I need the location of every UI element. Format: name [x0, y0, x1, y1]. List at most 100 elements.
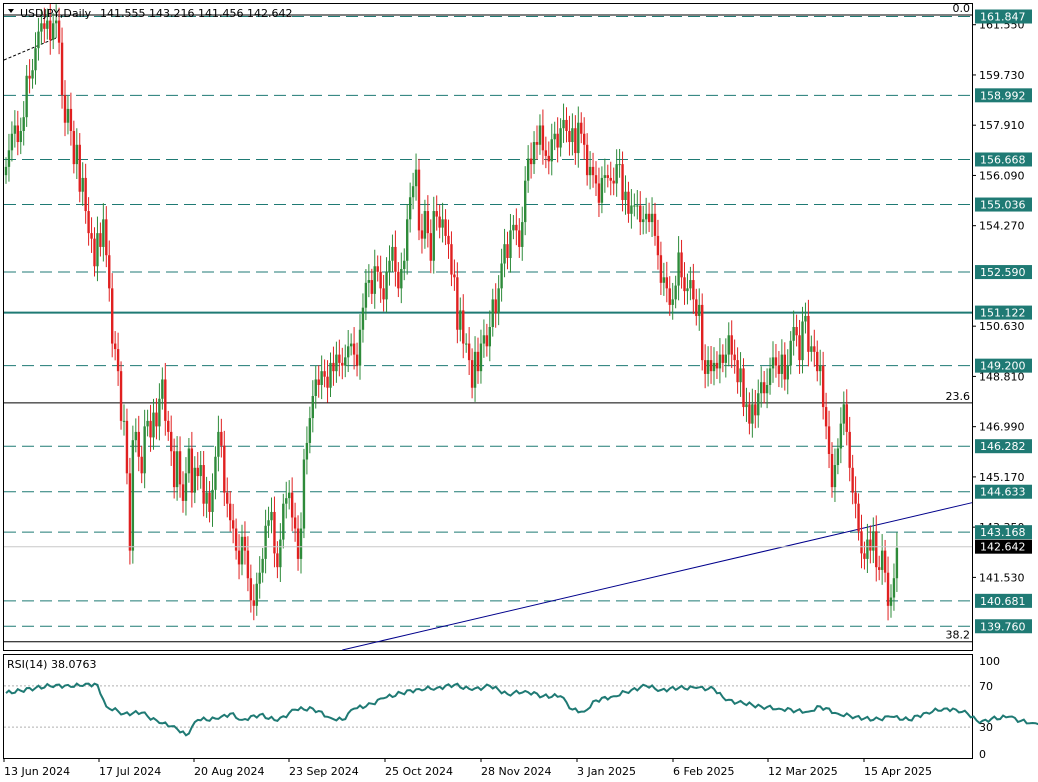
- candle-243: [721, 344, 725, 373]
- candle-56: [170, 415, 173, 466]
- candle-279: [827, 410, 831, 469]
- candle-body: [465, 343, 468, 345]
- level-tag-label-10: 140.681: [980, 595, 1026, 608]
- candle-294: [872, 517, 875, 564]
- candle-49: [149, 404, 152, 452]
- main-price-plot: 0.023.638.2 161.550159.730157.910156.090…: [3, 2, 1032, 651]
- candle-body: [532, 142, 536, 165]
- candle-26: [81, 162, 84, 206]
- candle-body: [485, 335, 489, 347]
- level-tag-label-0: 161.847: [980, 11, 1026, 24]
- candle-141: [420, 213, 424, 254]
- candle-body: [482, 335, 486, 344]
- candle-142: [423, 199, 427, 249]
- candle-body: [116, 349, 120, 372]
- candle-34: [105, 206, 108, 268]
- candle-body: [727, 335, 730, 355]
- candle-body: [285, 498, 288, 504]
- candle-body: [553, 133, 556, 140]
- candle-body: [19, 130, 22, 143]
- candle-body: [211, 489, 214, 512]
- candle-body: [674, 285, 677, 300]
- candle-207: [615, 149, 618, 197]
- candle-body: [187, 448, 191, 474]
- chart-header: USDJPY,Daily 141.555 143.216 141.456 142…: [8, 7, 293, 20]
- candle-body: [609, 177, 612, 181]
- candle-237: [703, 344, 707, 389]
- candle-body: [535, 142, 539, 145]
- candle-169: [503, 228, 506, 278]
- candle-67: [202, 451, 205, 517]
- candle-body: [833, 465, 837, 488]
- candle-210: [624, 175, 627, 215]
- candle-249: [739, 352, 742, 397]
- candle-50: [152, 398, 155, 450]
- candle-body: [621, 164, 624, 201]
- candle-body: [435, 211, 438, 217]
- candle-180: [535, 125, 539, 160]
- candle-body: [220, 431, 223, 446]
- candle-264: [783, 342, 786, 391]
- candle-body: [75, 144, 78, 165]
- candle-body: [252, 600, 255, 606]
- candle-79: [237, 534, 241, 580]
- candle-body: [762, 382, 766, 394]
- candle-250: [742, 358, 745, 417]
- candle-193: [574, 115, 577, 165]
- candle-123: [367, 264, 371, 298]
- candle-body: [813, 346, 816, 352]
- candle-body: [824, 407, 828, 427]
- candle-246: [730, 320, 733, 369]
- candle-body: [757, 393, 760, 416]
- candle-83: [249, 564, 253, 613]
- candle-body: [695, 299, 698, 316]
- candle-body: [476, 351, 480, 372]
- candle-276: [819, 349, 822, 386]
- candle-299: [886, 556, 890, 621]
- price-tick-label-10: 141.530: [979, 571, 1025, 584]
- candle-body: [341, 362, 344, 366]
- candle-82: [246, 536, 250, 592]
- candle-40: [122, 404, 126, 436]
- candle-body: [606, 175, 609, 178]
- candle-body: [143, 426, 146, 474]
- level-tag-bg-1: [975, 88, 1032, 103]
- candle-body: [311, 396, 314, 419]
- candle-body: [503, 244, 506, 264]
- candle-body: [765, 384, 769, 394]
- candle-body: [886, 572, 890, 606]
- last-price-tag-bg: [975, 539, 1032, 554]
- candle-body: [642, 219, 645, 223]
- candle-240: [712, 347, 716, 386]
- candle-body: [821, 365, 825, 408]
- candle-body: [270, 511, 273, 521]
- candle-body: [170, 431, 173, 452]
- symbol-dropdown-icon[interactable]: [8, 9, 14, 13]
- candle-body: [7, 150, 11, 167]
- candle-5: [19, 117, 22, 155]
- candle-body: [665, 277, 668, 289]
- candle-302: [895, 532, 899, 592]
- candle-body: [591, 166, 595, 176]
- candle-43: [131, 425, 135, 564]
- candle-body: [25, 75, 28, 118]
- candle-252: [748, 392, 751, 435]
- candle-body: [164, 379, 167, 421]
- candle-body: [459, 310, 462, 330]
- candle-102: [305, 426, 309, 475]
- candle-body: [662, 277, 666, 283]
- fib-label-0: 0.0: [953, 2, 971, 15]
- candle-body: [792, 327, 795, 341]
- candle-body: [172, 451, 176, 488]
- candle-body: [296, 528, 300, 559]
- candle-89: [267, 506, 270, 538]
- level-tag-label-11: 139.760: [980, 620, 1026, 633]
- candle-body: [202, 465, 205, 504]
- candle-body: [444, 219, 447, 236]
- candle-body: [783, 354, 786, 380]
- candle-138: [411, 172, 415, 210]
- level-tag-label-7: 146.282: [980, 440, 1026, 453]
- candle-176: [524, 166, 527, 236]
- candle-body: [544, 150, 548, 156]
- candle-body: [550, 139, 553, 162]
